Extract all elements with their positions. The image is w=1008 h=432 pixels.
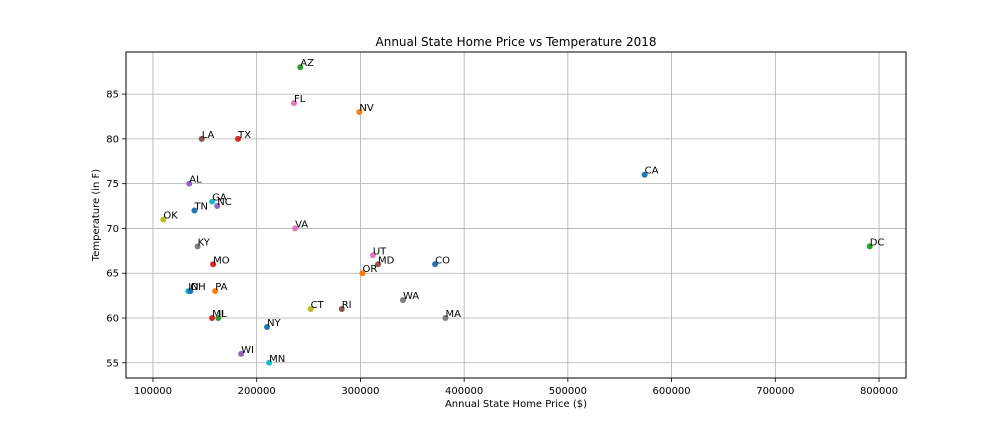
point-label-wa: WA [403, 291, 419, 302]
point-label-az: AZ [300, 58, 314, 69]
x-axis-label: Annual State Home Price ($) [445, 399, 587, 410]
data-point-wi [238, 350, 245, 357]
data-point-or [359, 270, 366, 277]
data-point-ky [194, 243, 201, 250]
point-label-tn: TN [193, 202, 208, 213]
point-label-ny: NY [267, 318, 281, 329]
point-label-mn: MN [269, 354, 285, 365]
point-label-ga: GA [212, 193, 227, 204]
data-point-co [432, 261, 439, 268]
data-point-md [375, 261, 382, 268]
data-point-il [215, 314, 222, 321]
data-point-ca [641, 171, 648, 178]
x-tick-label: 400000 [445, 386, 483, 397]
data-point-nc [214, 203, 221, 210]
point-label-ut: UT [373, 246, 387, 257]
data-point-pa [212, 288, 219, 295]
point-label-tx: TX [237, 130, 251, 141]
x-tick-label: 300000 [341, 386, 379, 397]
point-label-md: MD [378, 255, 395, 266]
data-points [160, 64, 873, 366]
point-label-mo: MO [213, 255, 230, 266]
y-tick-label: 60 [106, 313, 119, 324]
point-label-la: LA [202, 130, 215, 141]
y-tick-label: 55 [106, 358, 119, 369]
data-point-nv [356, 109, 363, 116]
point-label-al: AL [189, 175, 202, 186]
data-point-mi [209, 314, 216, 321]
y-tick-label: 70 [106, 224, 119, 235]
y-tick-label: 75 [106, 179, 119, 190]
data-point-tx [235, 135, 242, 142]
point-label-pa: PA [215, 282, 227, 293]
data-point-al [186, 180, 193, 187]
point-label-oh: OH [190, 282, 205, 293]
plot-frame [125, 51, 907, 379]
point-label-dc: DC [870, 237, 885, 248]
y-axis-ticks: 55 60 65 70 75 80 85 [106, 90, 126, 369]
x-tick-label: 200000 [238, 386, 276, 397]
x-tick-label: 500000 [549, 386, 587, 397]
data-point-oh [187, 288, 194, 295]
point-label-ky: KY [198, 237, 211, 248]
point-label-ok: OK [163, 210, 178, 221]
point-label-fl: FL [294, 94, 306, 105]
data-point-tn [191, 207, 198, 214]
data-point-az [297, 64, 304, 71]
data-point-ny [264, 323, 271, 330]
data-point-fl [291, 100, 298, 107]
data-point-ri [338, 306, 345, 313]
point-label-mi: MI [212, 309, 224, 320]
point-label-in: IN [188, 282, 198, 293]
point-label-ct: CT [311, 300, 325, 311]
data-point-wa [399, 297, 406, 304]
data-point-ga [209, 198, 216, 205]
point-label-wi: WI [241, 345, 254, 356]
point-label-ri: RI [342, 300, 352, 311]
point-label-nv: NV [359, 103, 373, 114]
data-point-mo [210, 261, 217, 268]
data-point-mn [266, 359, 273, 366]
x-tick-label: 600000 [652, 386, 690, 397]
y-axis-label: Temperature (in F) [91, 169, 102, 262]
x-tick-label: 100000 [134, 386, 172, 397]
x-tick-label: 800000 [860, 386, 898, 397]
y-tick-label: 85 [106, 90, 119, 101]
data-point-ma [442, 314, 449, 321]
point-label-il: IL [218, 309, 227, 320]
grid-lines [126, 52, 906, 378]
point-label-nc: NC [217, 197, 231, 208]
point-label-or: OR [362, 264, 377, 275]
chart-title: Annual State Home Price vs Temperature 2… [376, 35, 657, 49]
data-point-ok [160, 216, 167, 223]
point-label-va: VA [295, 219, 308, 230]
data-point-la [198, 135, 205, 142]
data-point-va [292, 225, 299, 232]
point-label-ca: CA [645, 166, 659, 177]
point-label-co: CO [435, 255, 450, 266]
x-tick-label: 700000 [756, 386, 794, 397]
y-tick-label: 65 [106, 269, 119, 280]
y-tick-label: 80 [106, 134, 119, 145]
point-label-ma: MA [445, 309, 461, 320]
data-point-ut [369, 252, 376, 259]
data-point-dc [866, 243, 873, 250]
x-axis-ticks: 100000 200000 300000 400000 500000 600000 7000… [134, 378, 898, 397]
data-point-ct [307, 306, 314, 313]
